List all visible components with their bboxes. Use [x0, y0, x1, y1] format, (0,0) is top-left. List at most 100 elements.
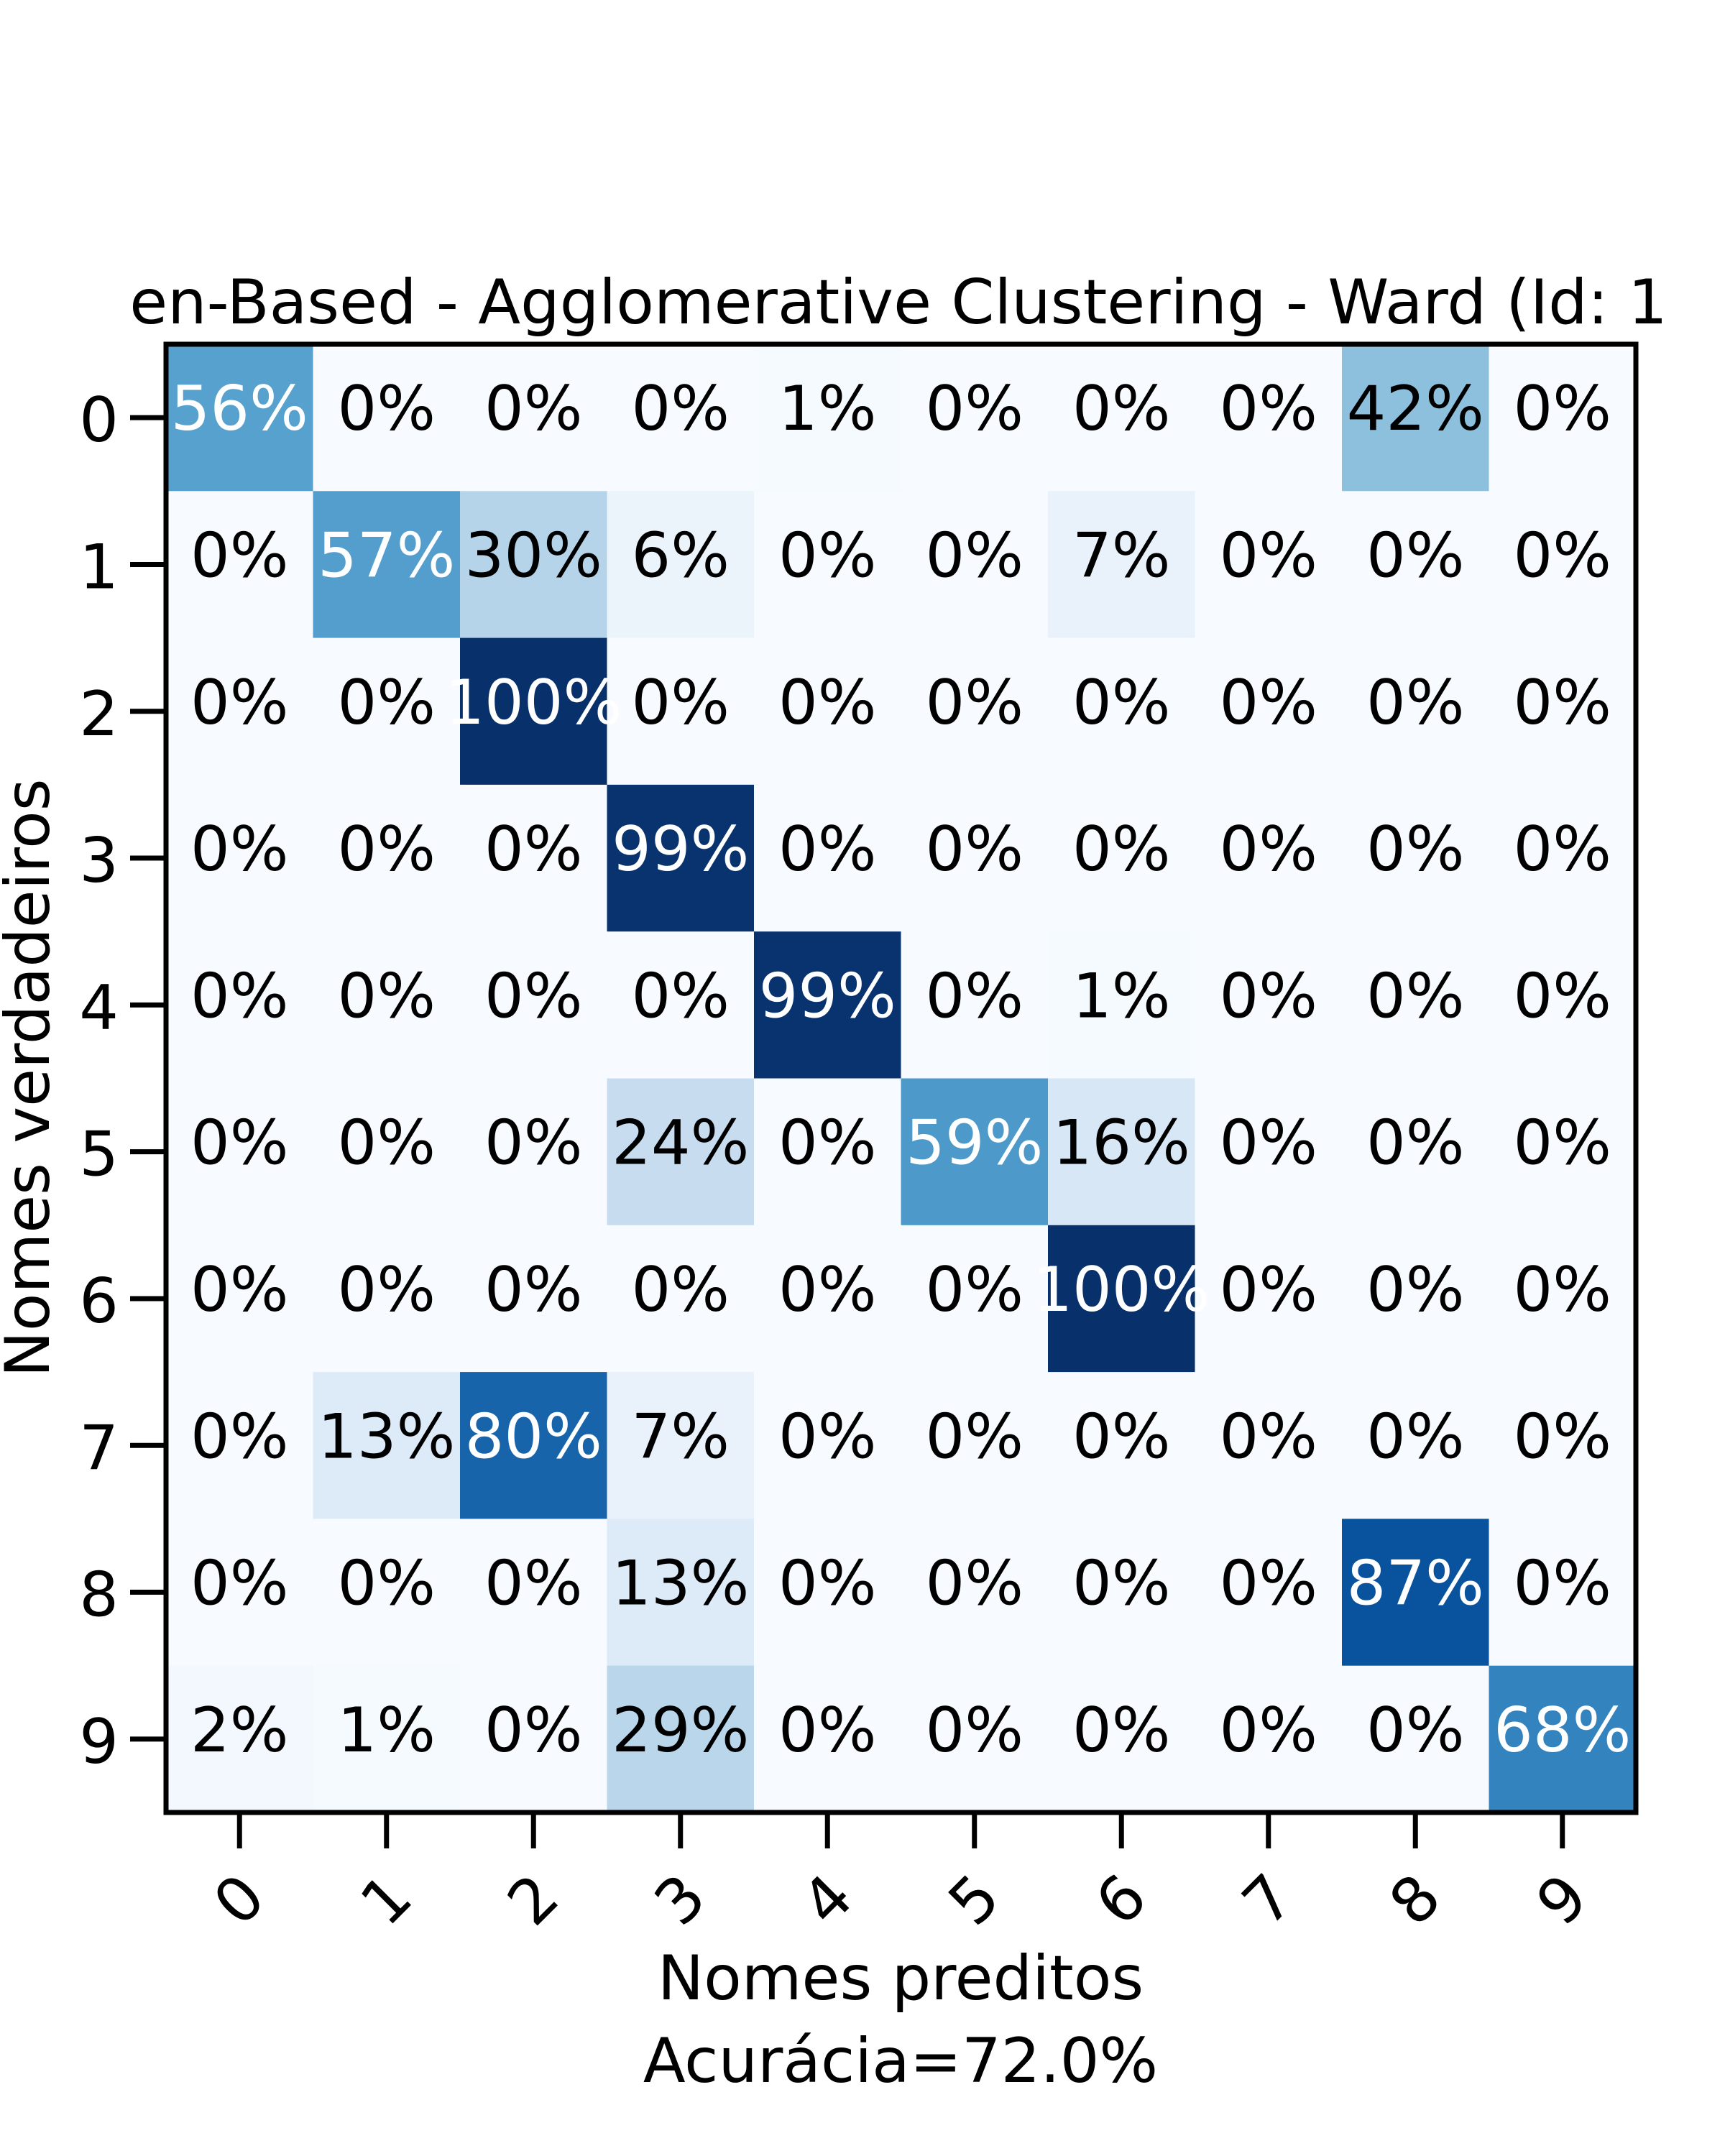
y-tick-label: 1 [79, 531, 119, 603]
heatmap-cell [607, 491, 755, 639]
cell-value-label: 0% [484, 814, 582, 885]
heatmap-cell [1048, 491, 1196, 639]
y-tick-label: 4 [79, 972, 119, 1044]
y-tick-label: 5 [79, 1119, 119, 1191]
cell-value-label: 100% [445, 667, 622, 739]
cell-value-label: 0% [1366, 667, 1464, 739]
cell-value-label: 0% [778, 1548, 876, 1620]
heatmap-cell [166, 931, 314, 1079]
cell-value-label: 0% [190, 520, 288, 591]
cell-value-label: 0% [1072, 1548, 1170, 1620]
cell-value-label: 0% [190, 1107, 288, 1179]
x-axis-label: Nomes preditos [658, 1943, 1144, 2014]
cell-value-label: 0% [1072, 373, 1170, 445]
heatmap-cell [607, 637, 755, 786]
cell-value-label: 0% [1514, 520, 1611, 591]
cell-value-label: 0% [1514, 373, 1611, 445]
cell-value-label: 0% [1366, 1695, 1464, 1766]
heatmap-cell [166, 344, 314, 492]
heatmap-cell [313, 931, 461, 1079]
heatmap-cell [313, 1225, 461, 1373]
cell-value-label: 0% [926, 960, 1024, 1032]
heatmap-cell [607, 1372, 755, 1519]
cell-value-label: 0% [778, 1401, 876, 1473]
y-tick-label: 2 [79, 678, 119, 750]
heatmap-cell [1048, 344, 1196, 492]
cell-value-label: 0% [1220, 1107, 1317, 1179]
cell-value-label: 0% [1514, 667, 1611, 739]
cell-value-label: 0% [926, 520, 1024, 591]
heatmap-cell [607, 784, 755, 932]
heatmap-cell [1489, 491, 1637, 639]
heatmap-cell [901, 784, 1049, 932]
cell-value-label: 0% [338, 373, 436, 445]
cell-value-label: 0% [926, 1401, 1024, 1473]
y-tick-label: 9 [79, 1706, 119, 1778]
cell-value-label: 6% [632, 520, 730, 591]
cell-value-label: 0% [338, 1548, 436, 1620]
cell-value-label: 0% [1366, 814, 1464, 885]
heatmap-cell [754, 1519, 902, 1667]
heatmap-cell [1342, 1665, 1490, 1813]
heatmap-cell [901, 491, 1049, 639]
x-tick-label: 0 [201, 1861, 279, 1939]
y-tick-label: 8 [79, 1560, 119, 1631]
cell-value-label: 0% [632, 373, 730, 445]
heatmap-cell [901, 1372, 1049, 1519]
accuracy-label: Acurácia=72.0% [643, 2025, 1158, 2097]
heatmap-cell [1048, 784, 1196, 932]
y-tick-label: 3 [79, 825, 119, 897]
heatmap-cell [166, 1519, 314, 1667]
cell-value-label: 0% [632, 667, 730, 739]
cell-value-label: 0% [484, 373, 582, 445]
cell-value-label: 0% [1514, 1107, 1611, 1179]
heatmap-cell [1342, 1519, 1490, 1667]
cell-value-label: 13% [612, 1548, 749, 1620]
heatmap-cell [754, 1225, 902, 1373]
heatmap-cell [313, 784, 461, 932]
cell-value-label: 0% [1220, 1695, 1317, 1766]
cell-value-label: 0% [1366, 1254, 1464, 1326]
heatmap-cell [1048, 1519, 1196, 1667]
cell-value-label: 0% [190, 1401, 288, 1473]
chart-title: en-Based - Agglomerative Clustering - Wa… [129, 267, 1668, 338]
cell-value-label: 0% [1220, 1548, 1317, 1620]
cell-value-label: 0% [1220, 373, 1317, 445]
cell-value-label: 16% [1053, 1107, 1190, 1179]
heatmap-cell [1489, 1519, 1637, 1667]
cell-value-label: 0% [484, 1695, 582, 1766]
cell-value-label: 30% [465, 520, 602, 591]
cell-value-label: 7% [1072, 520, 1170, 591]
heatmap-cell [460, 1225, 608, 1373]
cell-value-label: 0% [778, 667, 876, 739]
heatmap-cell [1489, 1665, 1637, 1813]
heatmap-cell [754, 784, 902, 932]
y-tick-label: 7 [79, 1412, 119, 1484]
cell-value-label: 0% [778, 1695, 876, 1766]
cell-value-label: 0% [484, 1254, 582, 1326]
cell-value-label: 0% [484, 1548, 582, 1620]
cell-value-label: 0% [190, 960, 288, 1032]
y-axis-label: Nomes verdadeiros [0, 779, 64, 1378]
cell-value-label: 0% [1220, 667, 1317, 739]
heatmap-cell [166, 1225, 314, 1373]
y-tick-label: 6 [79, 1266, 119, 1337]
heatmap-cell [607, 1225, 755, 1373]
heatmap-cell [607, 931, 755, 1079]
cell-value-label: 0% [338, 1254, 436, 1326]
heatmap-cell [754, 1665, 902, 1813]
heatmap-cell [1342, 1225, 1490, 1373]
cell-value-label: 0% [338, 667, 436, 739]
heatmap-cell [1342, 637, 1490, 786]
cell-value-label: 0% [1072, 667, 1170, 739]
cell-value-label: 0% [190, 1254, 288, 1326]
x-tick-label: 6 [1082, 1861, 1161, 1939]
cell-value-label: 0% [1366, 520, 1464, 591]
heatmap-cell [607, 1519, 755, 1667]
heatmap-cell [313, 1078, 461, 1226]
heatmap-cell [754, 1372, 902, 1519]
cell-value-label: 0% [1220, 1254, 1317, 1326]
y-tick-label: 0 [79, 384, 119, 456]
heatmap-cell [460, 344, 608, 492]
